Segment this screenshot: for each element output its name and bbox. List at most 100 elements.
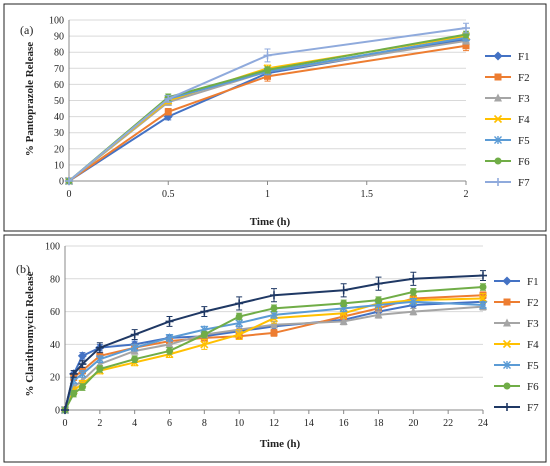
panel-a-legend-marker	[494, 136, 502, 144]
panel-b-x-tick-label: 10	[234, 418, 244, 429]
panel-b-x-tick-label: 6	[167, 418, 172, 429]
panel-b-legend-label: F4	[527, 339, 539, 351]
panel-a: 0 10 20 30 40 50 60 70 80 90 100 0 0.5 1 1.5 2 F1 F2 F3 F4…	[3, 3, 547, 232]
panel-a-point-f7	[65, 177, 73, 185]
panel-a-line-f2	[68, 44, 467, 182]
panel-a-x-axis-label: Time (h)	[250, 216, 291, 228]
panel-b-point-f5	[409, 297, 418, 306]
panel-b-point-f3	[409, 307, 418, 316]
panel-b-legend-item-f4: F4	[494, 339, 539, 351]
panel-b-legend-marker	[503, 361, 511, 369]
panel-a-legend-item-f4: F4	[485, 114, 530, 126]
panel-b-series-f6	[61, 283, 487, 414]
panel-b-point-f5	[165, 333, 174, 342]
panel-a-x-tick-label: 0.5	[162, 189, 175, 200]
panel-a-point-f7	[462, 24, 470, 33]
panel-b-y-tick-label: 20	[50, 373, 60, 384]
panel-a-y-tick-label: 60	[54, 80, 64, 91]
panel-b-legend-item-f7: F7	[494, 402, 539, 414]
panel-a-legend-label: F3	[518, 93, 530, 105]
panel-b-x-tick-label: 22	[443, 418, 453, 429]
panel-a-legend-label: F1	[518, 51, 530, 63]
panel-a-legend-label: F2	[518, 72, 530, 84]
panel-b-point-f7	[200, 307, 209, 316]
panel-b-point-f6	[235, 313, 243, 321]
panel-b-x-tick-label: 0	[63, 418, 68, 429]
panel-a-y-tick-label: 20	[54, 144, 64, 155]
panel-b-point-f7	[479, 271, 487, 280]
panel-b-point-f7	[409, 274, 418, 283]
panel-b-x-tick-label: 24	[478, 418, 488, 429]
panel-a-legend-marker	[494, 93, 502, 102]
panel-b-legend-marker	[502, 276, 512, 286]
panel-a-legend-marker	[494, 178, 502, 186]
panel-a-legend-marker	[493, 51, 503, 61]
panel-a-y-tick-label: 0	[59, 177, 64, 188]
panel-b-point-f6	[340, 299, 348, 307]
panel-b-legend-marker	[503, 298, 511, 306]
panel-b-point-f1	[77, 351, 87, 361]
panel-b-x-axis-label: Time (h)	[260, 438, 301, 450]
panel-a-point-f2	[462, 42, 470, 50]
panel-b-legend-marker	[503, 382, 511, 390]
panel-a-legend-marker	[494, 157, 502, 165]
panel-b-x-tick-label: 14	[304, 418, 314, 429]
panel-a-y-tick-label: 50	[54, 96, 64, 107]
panel-b-point-f6	[200, 331, 208, 339]
panel-b-point-f5	[270, 310, 278, 319]
panel-a-legend-label: F6	[518, 156, 530, 168]
panel-a-tag: (a)	[20, 23, 33, 37]
panel-a-x-tick-label: 1	[265, 189, 270, 200]
panel-b-series-f7	[61, 270, 487, 414]
panel-b-point-f6	[479, 283, 487, 291]
panel-b-point-f6	[166, 347, 173, 355]
panel-b-x-tick-label: 2	[97, 418, 102, 429]
panel-b-x-tick-label: 8	[202, 418, 207, 429]
panel-b-point-f6	[270, 304, 278, 312]
panel-a-legend-item-f7: F7	[485, 177, 530, 189]
panel-b-tag: (b)	[16, 262, 30, 276]
panel-b-point-f4	[235, 330, 244, 339]
panel-a-line-f7	[68, 27, 467, 182]
panel-b-point-f6	[96, 365, 104, 373]
panel-b-legend-marker	[503, 403, 511, 411]
panel-b-legend-marker	[503, 318, 511, 327]
panel-a-y-tick-label: 40	[54, 112, 64, 123]
panel-b-legend-label: F7	[527, 402, 539, 414]
panel-b-point-f3	[270, 320, 278, 329]
panel-b-point-f6	[409, 288, 417, 296]
panel-b-point-f7	[235, 299, 244, 308]
panel-b-x-tick-label: 20	[408, 418, 418, 429]
panel-b-point-f7	[130, 330, 139, 339]
panel-b-legend-label: F5	[527, 360, 539, 372]
panel-a-y-tick-label: 30	[54, 128, 64, 139]
panel-b-point-f3	[374, 310, 383, 319]
panel-a-y-axis-label: % Pantoprazole Release	[24, 42, 36, 156]
panel-b-legend-label: F1	[527, 276, 539, 288]
panel-b-legend-label: F3	[527, 318, 539, 330]
panel-b-point-f5	[235, 319, 244, 328]
panel-a-legend-marker	[494, 73, 502, 81]
panel-b-y-axis-label: % Clarithromycin Release	[24, 271, 36, 396]
panel-a-point-f6	[264, 66, 271, 74]
panel-b-point-f4	[478, 294, 488, 303]
panel-b-point-f3	[165, 339, 174, 348]
panel-b-point-f7	[339, 286, 348, 295]
panel-b-point-f7	[69, 369, 78, 378]
panel-a-x-tick-label: 0	[67, 189, 72, 200]
panel-a-x-tick-label: 1.5	[361, 189, 374, 200]
panel-a-point-f2	[264, 72, 271, 80]
panel-b-point-f4	[200, 340, 209, 349]
panel-a-y-tick-label: 70	[54, 64, 64, 75]
panel-b-legend-marker	[502, 339, 512, 349]
panel-a-legend-item-f5: F5	[485, 135, 530, 147]
panel-a-legend-item-f2: F2	[485, 72, 530, 84]
panel-b-legend-label: F6	[527, 381, 539, 393]
panel-a-legend-label: F7	[518, 177, 530, 189]
panel-a-legend-marker	[493, 114, 503, 124]
panel-a-series-f7	[65, 22, 470, 185]
panel-a-y-tick-label: 10	[54, 160, 64, 171]
panel-b-point-f7	[270, 291, 278, 300]
panel-b-y-tick-label: 80	[50, 274, 60, 285]
